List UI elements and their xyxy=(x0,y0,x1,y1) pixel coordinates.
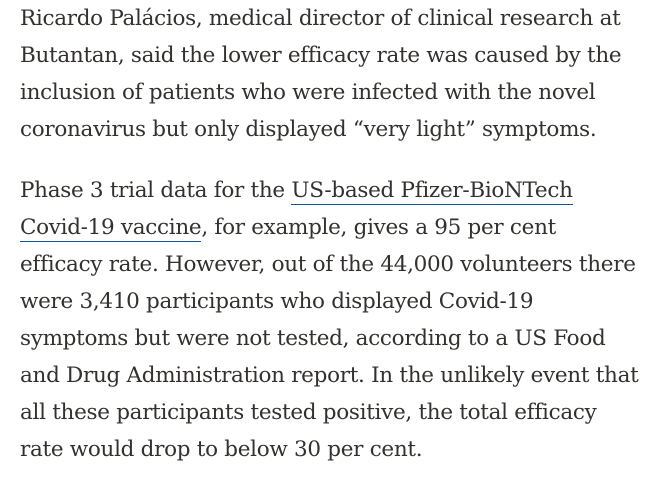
article-body: Ricardo Palácios, medical director of cl… xyxy=(20,0,644,468)
pfizer-biontech-vaccine-link[interactable]: US-based Pfizer-BioNTech Covid-19 vaccin… xyxy=(20,178,573,242)
paragraph-text-before-link: Phase 3 trial data for the xyxy=(20,178,292,203)
paragraph-pfizer-trial-data: Phase 3 trial data for the US-based Pfiz… xyxy=(20,172,644,468)
paragraph-palacios-quote: Ricardo Palácios, medical director of cl… xyxy=(20,6,622,142)
paragraph-text-after-link: , for example, gives a 95 per cent effic… xyxy=(20,215,639,462)
